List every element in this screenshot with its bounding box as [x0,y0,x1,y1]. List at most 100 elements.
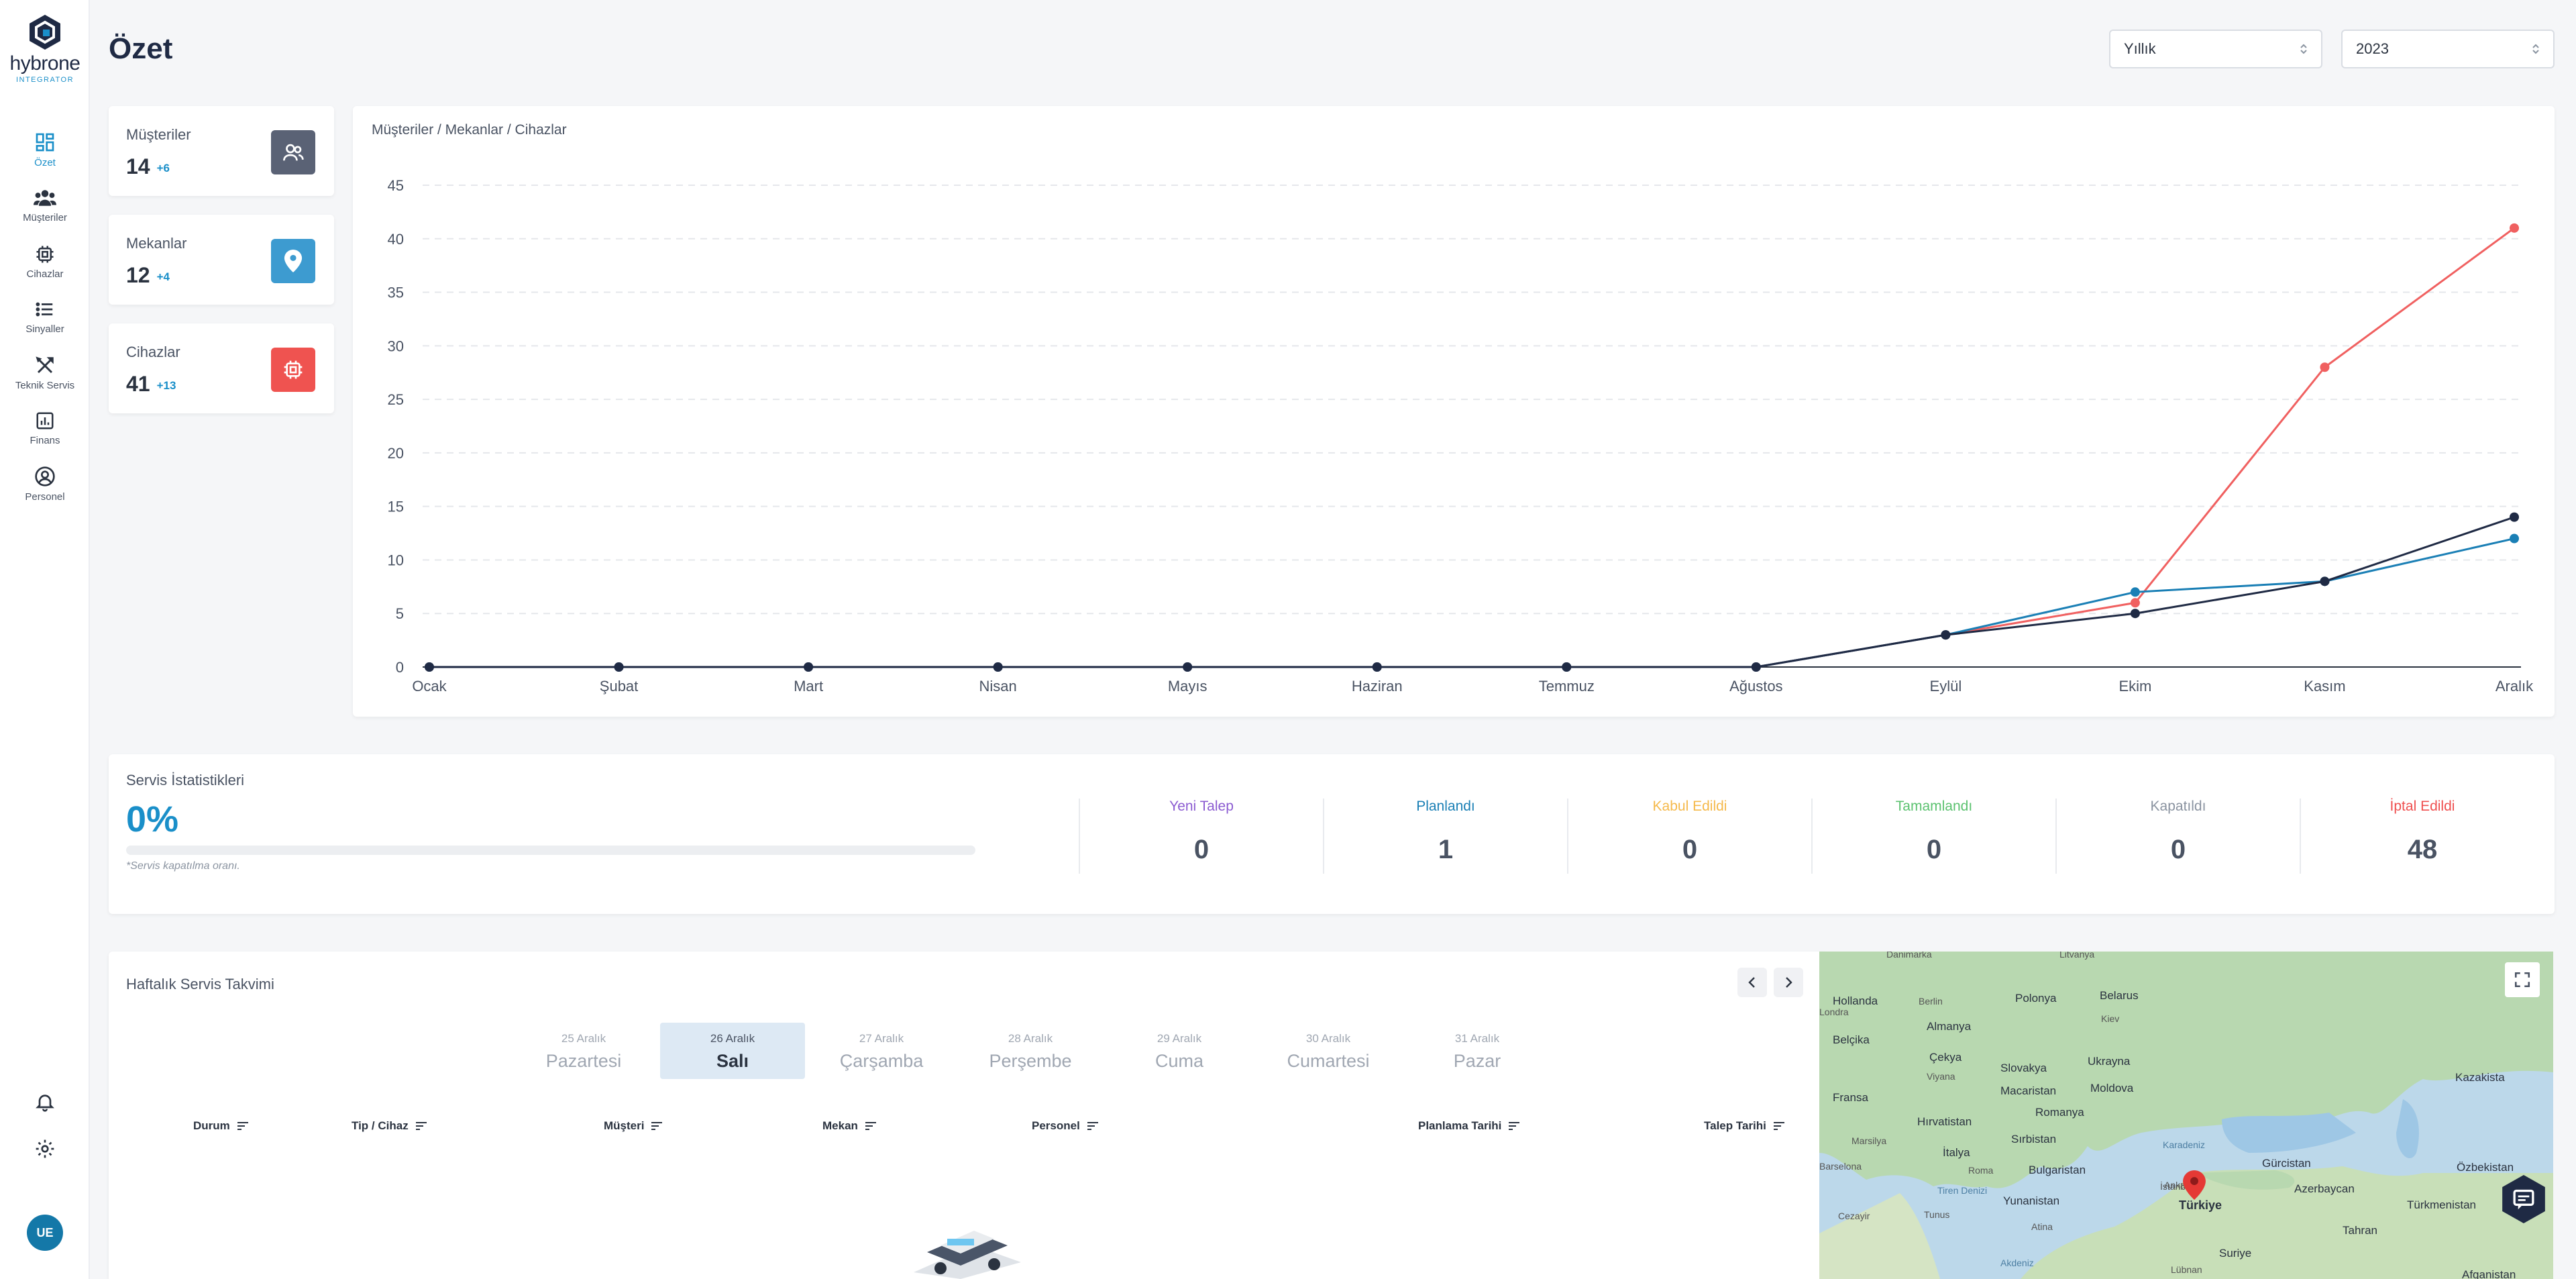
map-place-label: Yunanistan [2003,1194,2060,1207]
x-tick-label: Şubat [600,678,639,695]
map-place-label: Slovakya [2000,1062,2047,1074]
day-tab[interactable]: 26 Aralık Salı [660,1023,805,1079]
fullscreen-button[interactable] [2505,962,2540,997]
day-date: 31 Aralık [1454,1032,1500,1045]
settings-button[interactable] [0,1138,90,1160]
map[interactable]: Danimarka Litvanya Hollanda Berlin Polonya Be… [1819,952,2553,1279]
service-status-column[interactable]: İptal Edildi 48 [2300,799,2544,874]
location-marker-icon[interactable] [2183,1170,2206,1200]
map-place-label: Akdeniz [2000,1258,2034,1268]
next-week-button[interactable] [1774,968,1803,997]
page-title: Özet [109,32,173,65]
service-status-column[interactable]: Kapatıldı 0 [2055,799,2300,874]
service-status-column[interactable]: Tamamlandı 0 [1811,799,2055,874]
map-landmass [1819,952,2553,1279]
stat-value: 14 +6 [126,154,170,179]
service-status-column[interactable]: Kabul Edildi 0 [1567,799,1811,874]
map-place-label: Sırbistan [2011,1133,2057,1145]
day-tab[interactable]: 30 Aralık Cumartesi [1256,1023,1401,1079]
chat-icon [2502,1175,2545,1223]
table-column-header[interactable]: Personel [1032,1119,1099,1133]
series-point [1941,630,1951,640]
chat-button[interactable] [2500,1173,2548,1225]
map-place-label: Türkiye [2179,1198,2222,1212]
series-point [2320,362,2330,372]
avatar[interactable]: UE [27,1215,63,1251]
table-column-header[interactable]: Mekan [822,1119,877,1133]
y-tick-label: 10 [388,552,404,568]
series-point [2130,609,2140,619]
map-place-label: Roma [1968,1165,1994,1176]
day-tab[interactable]: 29 Aralık Cuma [1107,1023,1252,1079]
day-tab[interactable]: 25 Aralık Pazartesi [511,1023,656,1079]
y-tick-label: 45 [388,177,404,194]
map-place-label: Belarus [2100,989,2139,1002]
map-place-label: Kazakista [2455,1071,2505,1084]
map-place-label: Özbekistan [2457,1161,2514,1174]
period-select[interactable]: Yıllık [2109,30,2322,68]
table-column-header[interactable]: Talep Tarihi [1704,1119,1785,1133]
sidebar-item-cihazlar[interactable]: Cihazlar [0,244,90,280]
service-status-count: 0 [2170,835,2186,864]
series-point [804,662,814,672]
day-name: Perşembe [989,1051,1072,1071]
sidebar: hybrone INTEGRATOR Özet Müşteriler Cihaz… [0,0,90,1279]
day-date: 30 Aralık [1305,1032,1351,1045]
map-place-label: Atina [2031,1221,2053,1232]
select-arrows-icon [2532,44,2539,54]
day-tab[interactable]: 28 Aralık Perşembe [958,1023,1103,1079]
notifications-button[interactable] [0,1091,90,1113]
sidebar-item-sinyaller[interactable]: Sinyaller [0,299,90,335]
day-name: Pazartesi [545,1051,622,1071]
gear-icon [36,1139,54,1158]
users-icon [34,190,56,206]
day-tab[interactable]: 27 Aralık Çarşamba [809,1023,954,1079]
day-name: Cumartesi [1287,1051,1370,1071]
map-place-label: Marsilya [1851,1135,1887,1146]
map-place-label: Tahran [2343,1224,2377,1237]
chip-icon [36,246,54,263]
day-name: Pazar [1453,1051,1501,1071]
y-tick-label: 0 [396,659,404,676]
table-column-header[interactable]: Müşteri [604,1119,663,1133]
day-tab[interactable]: 31 Aralık Pazar [1405,1023,1550,1079]
stat-label: Mekanlar [126,235,187,252]
service-status-column[interactable]: Yeni Talep 0 [1079,799,1323,874]
series-point [2130,587,2140,597]
service-stats-card: Servis İstatistikleri 0% *Servis kapatıl… [109,754,2555,914]
chevron-right-icon [1786,977,1792,988]
series-point [2510,512,2519,522]
sidebar-item-label: Özet [34,157,56,168]
sidebar-item-personel[interactable]: Personel [0,466,90,503]
logo[interactable]: hybrone INTEGRATOR [0,13,90,84]
stat-delta: +13 [156,378,176,392]
prev-week-button[interactable] [1737,968,1767,997]
map-place-label: Kiev [2101,1013,2120,1024]
x-tick-label: Ekim [2118,678,2151,695]
year-select[interactable]: 2023 [2341,30,2555,68]
x-tick-label: Mayıs [1168,678,1208,695]
sidebar-item-teknik-servis[interactable]: Teknik Servis [0,356,90,391]
service-status-count: 0 [1193,835,1210,864]
map-place-label: Polonya [2015,992,2057,1005]
column-header-label: Müşteri [604,1119,645,1132]
stat-card-cihazlar[interactable]: Cihazlar 41 +13 [109,323,334,413]
stat-card-mekanlar[interactable]: Mekanlar 12 +4 [109,215,334,305]
stat-number: 41 [126,372,150,396]
map-place-label: Moldova [2090,1082,2134,1094]
sidebar-item-ozet[interactable]: Özet [0,132,90,168]
series-point [425,662,434,672]
stat-card-musteriler[interactable]: Müşteriler 14 +6 [109,106,334,196]
weekly-calendar-card: Haftalık Servis Takvimi 25 Aralık Pazarte… [109,952,1826,1279]
sort-icon [237,1122,248,1130]
table-column-header[interactable]: Durum [193,1119,249,1133]
service-status-column[interactable]: Planlandı 1 [1323,799,1567,874]
table-column-header[interactable]: Tip / Cihaz [352,1119,427,1133]
day-name: Çarşamba [839,1051,924,1071]
line-chart-card: Müşteriler / Mekanlar / Cihazlar 0 5 10 15 2… [353,106,2555,717]
series-point [993,662,1003,672]
table-column-header[interactable]: Planlama Tarihi [1418,1119,1520,1133]
sidebar-item-finans[interactable]: Finans [0,411,90,446]
map-place-label: Tiren Denizi [1937,1185,1988,1196]
sidebar-item-musteriler[interactable]: Müşteriler [0,188,90,223]
